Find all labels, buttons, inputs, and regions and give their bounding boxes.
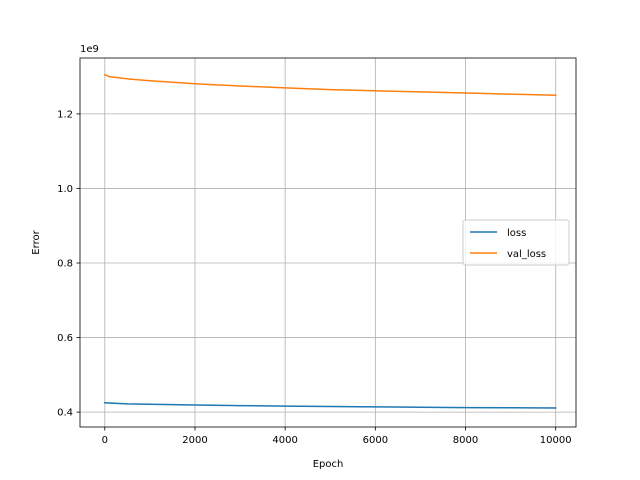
legend: loss val_loss (462, 219, 570, 266)
plot-area-frame (79, 57, 577, 428)
x-tick-label: 0 (102, 435, 108, 446)
y-tick-label: 0.6 (57, 333, 73, 344)
x-tick-label: 2000 (182, 435, 207, 446)
y-tick-label: 1.0 (57, 184, 73, 195)
grid (80, 58, 576, 427)
y-axis-label: Error (31, 229, 42, 254)
legend-entry-label: val_loss (507, 249, 546, 260)
x-tick-label: 4000 (272, 435, 297, 446)
legend-entry-label: loss (507, 228, 526, 239)
y-tick-label: 0.8 (57, 259, 73, 270)
y-axis: 0.4 0.6 0.8 1.0 1.2 (57, 109, 80, 419)
x-axis-label: Epoch (313, 459, 344, 470)
x-tick-label: 10000 (540, 435, 572, 446)
y-axis-offset-label: 1e9 (80, 44, 99, 55)
y-tick-label: 1.2 (57, 109, 73, 120)
series-line-val-loss (103, 73, 557, 97)
x-tick-label: 6000 (363, 435, 388, 446)
y-tick-label: 0.4 (57, 408, 73, 419)
series-layer (103, 73, 557, 409)
series-line-loss (104, 401, 557, 409)
x-axis: 0 2000 4000 6000 8000 10000 (102, 427, 572, 446)
x-tick-label: 8000 (453, 435, 478, 446)
